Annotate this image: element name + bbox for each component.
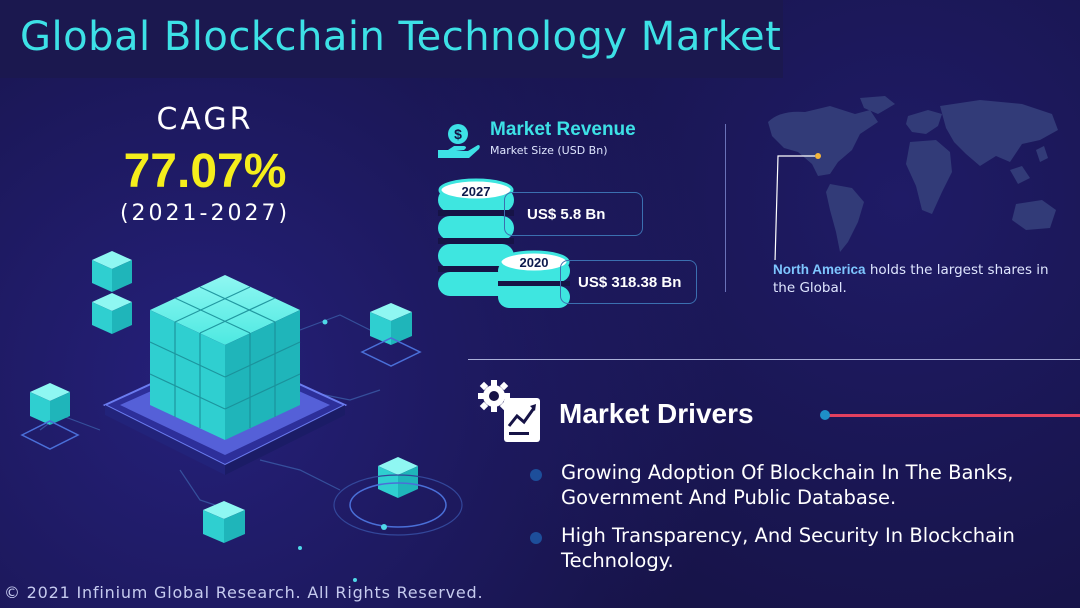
bullet-icon xyxy=(530,532,542,544)
money-hand-icon: $ xyxy=(438,124,480,158)
world-map-icon xyxy=(768,96,1058,260)
vertical-divider xyxy=(725,124,726,292)
cagr-period: (2021-2027) xyxy=(119,201,291,226)
market-drivers-title: Market Drivers xyxy=(559,398,754,429)
region-note: North America holds the largest shares i… xyxy=(773,261,1053,297)
coin-stack-icon xyxy=(438,178,514,296)
gear-chart-icon xyxy=(478,380,540,442)
cagr-value: 77.07% xyxy=(123,145,287,198)
svg-text:$: $ xyxy=(454,126,462,142)
accent-dot xyxy=(820,410,830,420)
driver-text: Growing Adoption Of Blockchain In The Ba… xyxy=(561,461,1014,509)
title-bar xyxy=(0,0,783,78)
driver-item: High Transparency, And Security In Block… xyxy=(530,523,1070,575)
market-revenue-title: Market Revenue xyxy=(490,119,636,140)
horizontal-divider xyxy=(468,359,1080,360)
year-badge-2027: 2027 xyxy=(461,184,491,199)
accent-line xyxy=(826,414,1080,417)
copyright-footer: © 2021 Infinium Global Research. All Rig… xyxy=(4,583,484,602)
market-revenue-subtitle: Market Size (USD Bn) xyxy=(490,144,608,157)
blockchain-cubes-illustration xyxy=(20,251,463,582)
year-badge-2020: 2020 xyxy=(519,255,549,270)
bullet-icon xyxy=(530,469,542,481)
cagr-label: CAGR xyxy=(156,102,254,137)
page-title: Global Blockchain Technology Market xyxy=(20,14,782,60)
region-note-text: holds the largest shares in the Global. xyxy=(773,262,1049,296)
region-highlight: North America xyxy=(773,262,866,277)
driver-item: Growing Adoption Of Blockchain In The Ba… xyxy=(530,460,1070,512)
revenue-value-2020: US$ 318.38 Bn xyxy=(560,260,697,304)
coin-stack-icon xyxy=(498,250,570,308)
driver-text: High Transparency, And Security In Block… xyxy=(561,524,1015,572)
revenue-value-2027: US$ 5.8 Bn xyxy=(504,192,643,236)
